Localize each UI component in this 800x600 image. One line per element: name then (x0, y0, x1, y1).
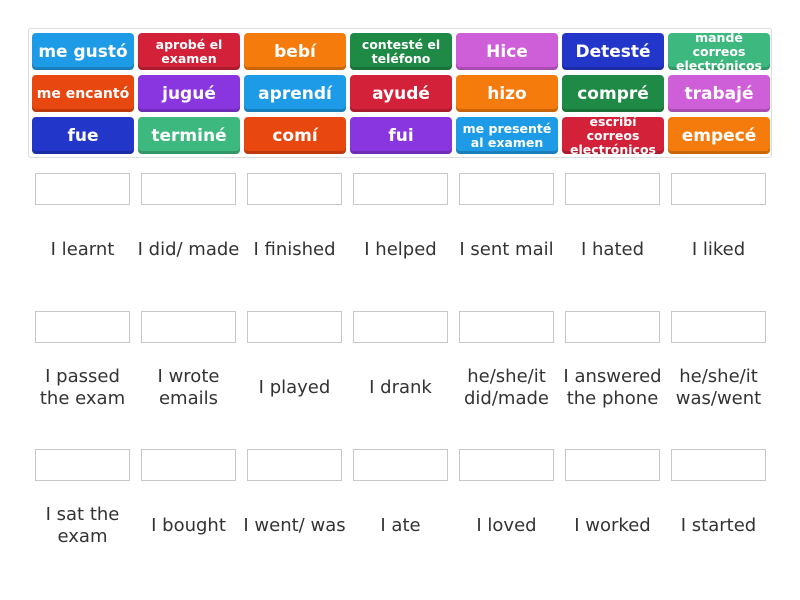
drop-box[interactable] (247, 311, 342, 343)
target-label: I worked (574, 515, 651, 536)
drop-box[interactable] (671, 173, 766, 205)
target-label: I played (258, 377, 331, 398)
drop-box[interactable] (565, 449, 660, 481)
drop-box[interactable] (141, 173, 236, 205)
drop-box[interactable] (459, 449, 554, 481)
drop-box[interactable] (247, 449, 342, 481)
draggable-tile[interactable]: aprendí (244, 75, 346, 112)
target-label: I finished (253, 239, 336, 260)
drop-box[interactable] (247, 173, 342, 205)
draggable-tile[interactable]: Hice (456, 33, 558, 70)
target-label: I sat the exam (45, 504, 120, 547)
target-label: I helped (364, 239, 437, 260)
target-label: he/she/it did/made (464, 366, 549, 409)
drop-box[interactable] (565, 311, 660, 343)
target-label: I sent mail (459, 239, 554, 260)
target-label: I passed the exam (39, 366, 126, 409)
target-label: I ate (380, 515, 421, 536)
draggable-tile[interactable]: jugué (138, 75, 240, 112)
draggable-tile[interactable]: hizo (456, 75, 558, 112)
draggable-tile[interactable]: aprobé el examen (138, 33, 240, 70)
drop-box[interactable] (671, 311, 766, 343)
target-label: I went/ was (243, 515, 346, 536)
target-label: I answered the phone (563, 366, 662, 409)
target-label: I started (680, 515, 757, 536)
draggable-tile[interactable]: me presenté al examen (456, 117, 558, 154)
drop-box[interactable] (141, 449, 236, 481)
draggable-tile[interactable]: fue (32, 117, 134, 154)
drop-box[interactable] (353, 173, 448, 205)
target-label: I wrote emails (157, 366, 220, 409)
draggable-tile[interactable]: me encantó (32, 75, 134, 112)
draggable-tile[interactable]: bebí (244, 33, 346, 70)
draggable-tile[interactable]: Detesté (562, 33, 664, 70)
draggable-tile[interactable]: ayudé (350, 75, 452, 112)
drop-box[interactable] (141, 311, 236, 343)
draggable-tile[interactable]: contesté el teléfono (350, 33, 452, 70)
drop-box[interactable] (35, 173, 130, 205)
target-label: I learnt (50, 239, 115, 260)
draggable-tile[interactable]: fui (350, 117, 452, 154)
draggable-tile[interactable]: compré (562, 75, 664, 112)
target-label: I did/ made (137, 239, 240, 260)
drop-box[interactable] (353, 311, 448, 343)
target-label: I hated (580, 239, 645, 260)
drop-box[interactable] (671, 449, 766, 481)
drop-box[interactable] (35, 449, 130, 481)
draggable-tile[interactable]: mandé correos electrónicos (668, 30, 770, 72)
target-label: I loved (476, 515, 537, 536)
drop-box[interactable] (459, 173, 554, 205)
drop-box[interactable] (459, 311, 554, 343)
target-label: I drank (369, 377, 432, 398)
draggable-tile[interactable]: trabajé (668, 75, 770, 112)
draggable-tile[interactable]: me gustó (32, 33, 134, 70)
word-bank (28, 28, 772, 158)
drop-box[interactable] (35, 311, 130, 343)
draggable-tile[interactable]: terminé (138, 117, 240, 154)
drop-box[interactable] (565, 173, 660, 205)
drop-box[interactable] (353, 449, 448, 481)
target-label: I liked (691, 239, 746, 260)
draggable-tile[interactable]: empecé (668, 117, 770, 154)
draggable-tile[interactable]: escribí correos electrónicos (562, 114, 664, 156)
target-label: he/she/it was/went (675, 366, 762, 409)
draggable-tile[interactable]: comí (244, 117, 346, 154)
target-label: I bought (151, 515, 226, 536)
